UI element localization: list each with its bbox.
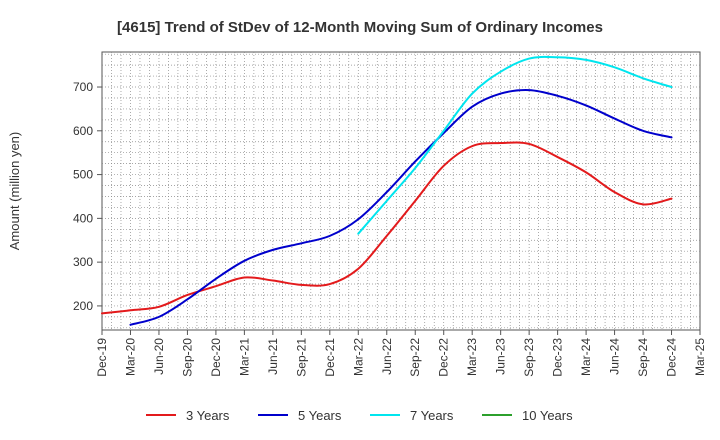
x-tick-label: Dec-23 — [551, 338, 565, 377]
x-tick-label: Dec-22 — [437, 338, 451, 377]
legend: 3 Years 5 Years 7 Years 10 Years — [146, 408, 573, 423]
x-tick-label: Mar-23 — [465, 338, 479, 376]
y-axis: 200 300 400 500 600 700 — [73, 80, 102, 313]
grid — [102, 52, 700, 330]
x-tick-label: Mar-25 — [693, 338, 707, 376]
x-tick-label: Dec-24 — [665, 338, 679, 377]
y-tick-label: 200 — [73, 299, 93, 313]
series-layer — [101, 55, 673, 326]
y-axis-label: Amount (million yen) — [7, 132, 22, 251]
x-tick-label: Jun-20 — [152, 338, 166, 375]
legend-label-7-years: 7 Years — [410, 408, 454, 423]
x-tick-label: Sep-21 — [294, 338, 308, 377]
y-tick-label: 300 — [73, 255, 93, 269]
legend-label-3-years: 3 Years — [186, 408, 230, 423]
chart-title: [4615] Trend of StDev of 12-Month Moving… — [117, 19, 603, 36]
legend-label-10-years: 10 Years — [522, 408, 573, 423]
x-axis: Dec-19 Mar-20 Jun-20 Sep-20 Dec-20 Mar-21 Jun-… — [95, 330, 707, 377]
x-tick-label: Sep-23 — [522, 338, 536, 377]
series-line-3-years — [101, 141, 673, 315]
x-tick-label: Mar-24 — [579, 338, 593, 376]
y-tick-label: 500 — [73, 168, 93, 182]
x-tick-label: Jun-22 — [380, 338, 394, 375]
x-tick-label: Dec-20 — [209, 338, 223, 377]
series-line-7-years — [357, 55, 673, 235]
plot-area — [101, 51, 701, 331]
x-tick-label: Jun-23 — [494, 338, 508, 375]
x-tick-label: Sep-22 — [408, 338, 422, 377]
legend-label-5-years: 5 Years — [298, 408, 342, 423]
x-tick-label: Sep-24 — [636, 338, 650, 377]
x-tick-label: Jun-24 — [608, 338, 622, 375]
x-tick-label: Sep-20 — [180, 338, 194, 377]
x-tick-label: Jun-21 — [266, 338, 280, 375]
x-tick-label: Dec-21 — [323, 338, 337, 377]
y-tick-label: 700 — [73, 80, 93, 94]
x-tick-label: Mar-22 — [351, 338, 365, 376]
x-tick-label: Dec-19 — [95, 338, 109, 377]
x-tick-label: Mar-21 — [237, 338, 251, 376]
y-tick-label: 600 — [73, 124, 93, 138]
series-line-5-years — [129, 89, 673, 326]
y-tick-label: 400 — [73, 211, 93, 225]
plot-border — [101, 51, 701, 331]
x-tick-label: Mar-20 — [123, 338, 137, 376]
